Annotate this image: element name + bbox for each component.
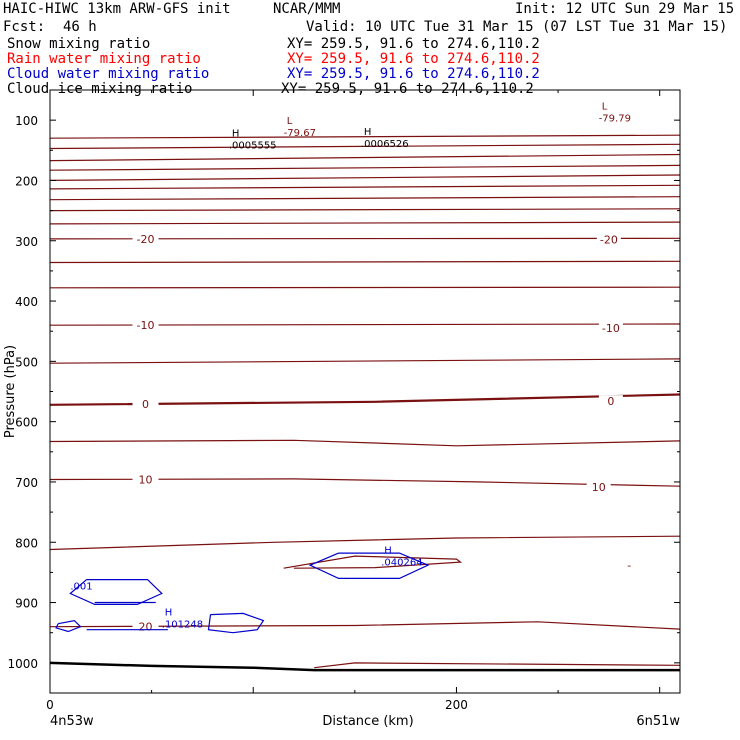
x-axis: 0 200 [46,90,661,712]
temperature-contour [49,164,681,171]
temperature-contour [49,478,681,487]
extremum-value: .001 [70,582,92,593]
extremum-value: .0006526 [361,139,409,150]
contour-label-bg [596,233,621,246]
temperature-contour [49,358,681,364]
extremum-value: -79.79 [599,114,631,125]
field-name-cloudwater: Cloud water mixing ratio [7,66,210,82]
contour-label: -10 [137,319,155,332]
contour-label: -20 [137,233,155,246]
y-tick-label: 700 [15,476,38,490]
cloud-water-contour [55,619,82,633]
extremum-value: .101248 [162,620,203,631]
contour-label: 10 [592,481,606,494]
cloud-water-contour [308,552,430,579]
temperature-contour [49,439,681,447]
contour-label-bg [132,318,159,331]
extremum-marker: H [165,608,173,619]
ground-line [49,661,680,672]
y-tick-label: 600 [15,416,38,430]
y-tick-label: 400 [15,295,38,309]
y-tick-label: 300 [15,235,38,249]
temperature-contour [49,208,681,212]
x-end-label: 6n51w [636,714,680,729]
extremum-value: .0005555 [229,140,277,151]
extremum-marker: L [287,116,293,127]
contour-label: -10 [602,322,620,335]
temperature-contour [49,134,681,139]
y-tick-label: 800 [15,536,38,550]
field-xy-rain: XY= 259.5, 91.6 to 274.6,110.2 [287,51,540,67]
contour-label: 10 [139,473,153,486]
org-label: NCAR/MMM [273,1,341,17]
run-title: HAIC-HIWC 13km ARW-GFS init [3,1,231,17]
temperature-contour [49,196,681,201]
temperature-contour [49,260,681,264]
field-name-rain: Rain water mixing ratio [7,51,201,67]
y-tick-label: 200 [15,174,38,188]
field-name-snow: Snow mixing ratio [7,36,151,52]
field-name-cloudice: Cloud ice mixing ratio [7,81,193,97]
temperature-contour [49,221,681,225]
temperature-contour [49,153,681,162]
contour-label: 0 [607,395,614,408]
valid-time: Valid: 10 UTC Tue 31 Mar 15 (07 LST Tue … [306,19,728,35]
contour-label: 20 [139,620,153,633]
y-tick-label: 100 [15,114,38,128]
field-xy-cloudwater: XY= 259.5, 91.6 to 274.6,110.2 [287,66,540,82]
temperature-contour [49,621,681,630]
cold-lobe-contour [283,555,463,569]
extremum-marker: H [384,546,392,557]
contour-label: -20 [600,234,618,247]
temperature-contour [49,286,681,289]
contour-label-bg [132,232,159,245]
x-tick-label: 200 [445,698,468,712]
field-xy-snow: XY= 259.5, 91.6 to 274.6,110.2 [287,36,540,52]
extremum-marker: L [602,102,608,113]
x-axis-label: Distance (km) [322,714,413,729]
contour-label-bg [598,322,623,335]
init-time: Init: 12 UTC Sun 29 Mar 15 [515,1,735,17]
contour-label-bg [617,559,642,572]
contour-label-bg [132,473,159,486]
y-tick-label: 900 [15,597,38,611]
contour-label: 0 [142,398,149,411]
y-tick-label: 1000 [7,657,38,671]
extremum-value: -79.67 [284,128,316,139]
temperature-contour [49,143,681,150]
y-axis-label: Pressure (hPa) [3,345,18,438]
near-ground-contour [314,662,681,669]
cloud-water-contour [207,612,265,634]
extremum-marker: H [364,127,372,138]
temperature-contour [49,174,681,181]
cloud-water-contours [55,552,430,634]
y-tick-label: 500 [15,355,38,369]
fcst-label: Fcst: [3,19,46,35]
x-start-label: 4n53w [50,714,94,729]
contour-label-bg [586,480,611,493]
cloud-water-contour [69,579,163,605]
fcst-value: 46 h [63,19,97,35]
extremum-value: .040264 [381,558,422,569]
temperature-contour [49,184,681,190]
contour-label-bg [598,395,623,408]
temperature-contour [49,535,681,551]
field-xy-cloudice: XY= 259.5, 91.6 to 274.6,110.2 [281,81,534,97]
contour-label: - [627,559,631,572]
contour-label-bg [132,397,159,410]
x-tick-label: 0 [46,698,54,712]
extremum-marker: H [232,128,240,139]
